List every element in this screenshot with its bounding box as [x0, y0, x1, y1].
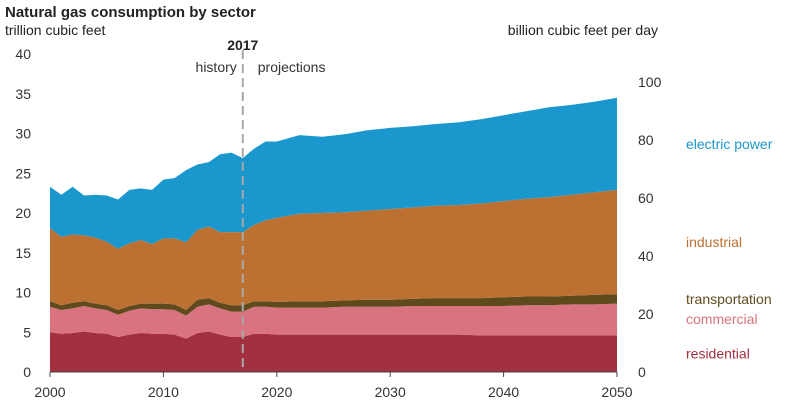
series-label-commercial: commercial: [686, 311, 758, 327]
divider-year-label: 2017: [227, 37, 258, 53]
y-tick-right-40: 40: [638, 248, 654, 264]
x-tick-2030: 2030: [375, 384, 406, 400]
y-tick-right-60: 60: [638, 190, 654, 206]
series-labels: electric power industrial transportation co…: [686, 136, 773, 362]
y-axis-title-right: billion cubic feet per day: [508, 22, 658, 38]
y-tick-left-25: 25: [15, 165, 31, 181]
y-tick-right-20: 20: [638, 306, 654, 322]
y-tick-right-80: 80: [638, 132, 654, 148]
y-tick-right-100: 100: [638, 74, 662, 90]
series-label-transportation: transportation: [686, 291, 772, 307]
series-label-electric-power: electric power: [686, 136, 773, 152]
y-tick-left-10: 10: [15, 285, 31, 301]
area-commercial: [50, 303, 617, 339]
x-tick-2020: 2020: [261, 384, 292, 400]
y-tick-left-15: 15: [15, 245, 31, 261]
history-label: history: [196, 59, 237, 75]
x-tick-2000: 2000: [34, 384, 65, 400]
area-electric-power: [50, 97, 617, 249]
y-tick-left-0: 0: [23, 364, 31, 380]
history-projection-divider: 2017 history projections: [196, 37, 326, 372]
x-tick-2040: 2040: [488, 384, 519, 400]
series-label-residential: residential: [686, 346, 750, 362]
y-ticks-right: 0 20 40 60 80 100: [638, 74, 662, 380]
area-transportation: [50, 294, 617, 316]
x-ticks: 2000 2010 2020 2030 2040 2050: [34, 372, 633, 400]
x-tick-2050: 2050: [601, 384, 632, 400]
y-tick-left-30: 30: [15, 126, 31, 142]
y-tick-left-20: 20: [15, 205, 31, 221]
x-tick-2010: 2010: [148, 384, 179, 400]
y-ticks-left: 0 5 10 15 20 25 30 35 40: [15, 46, 31, 380]
area-series-group: [50, 97, 617, 372]
y-tick-left-35: 35: [15, 86, 31, 102]
series-label-industrial: industrial: [686, 234, 742, 250]
area-residential: [50, 331, 617, 372]
y-tick-left-40: 40: [15, 46, 31, 62]
y-tick-left-5: 5: [23, 324, 31, 340]
y-axis-title-left: trillion cubic feet: [5, 22, 105, 38]
y-tick-right-0: 0: [638, 364, 646, 380]
projections-label: projections: [258, 59, 326, 75]
area-industrial: [50, 189, 617, 310]
chart-title: Natural gas consumption by sector: [5, 4, 256, 21]
